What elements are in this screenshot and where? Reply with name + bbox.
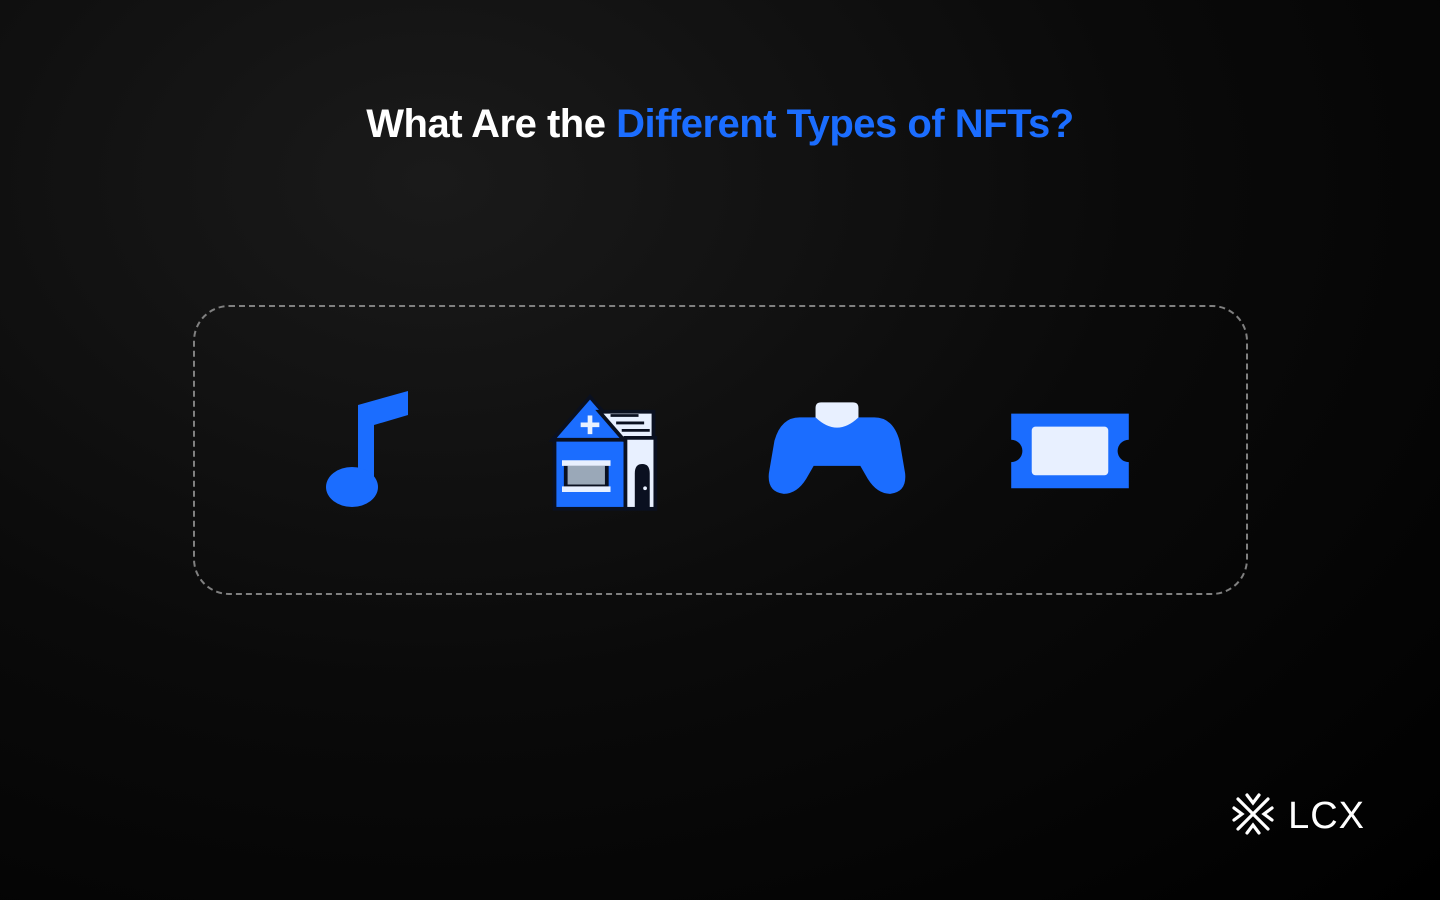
title-part-1: What Are the xyxy=(366,102,616,146)
page-title: What Are the Different Types of NFTs? xyxy=(0,102,1440,147)
lcx-mark-icon xyxy=(1230,791,1276,842)
music-note-icon xyxy=(301,380,441,520)
gamepad-icon xyxy=(767,380,907,520)
title-part-2: Different Types of NFTs? xyxy=(616,102,1074,146)
nft-types-container xyxy=(193,305,1248,595)
house-icon xyxy=(534,380,674,520)
brand-logo: LCX xyxy=(1230,791,1365,842)
brand-name: LCX xyxy=(1288,795,1365,838)
ticket-icon xyxy=(1000,380,1140,520)
